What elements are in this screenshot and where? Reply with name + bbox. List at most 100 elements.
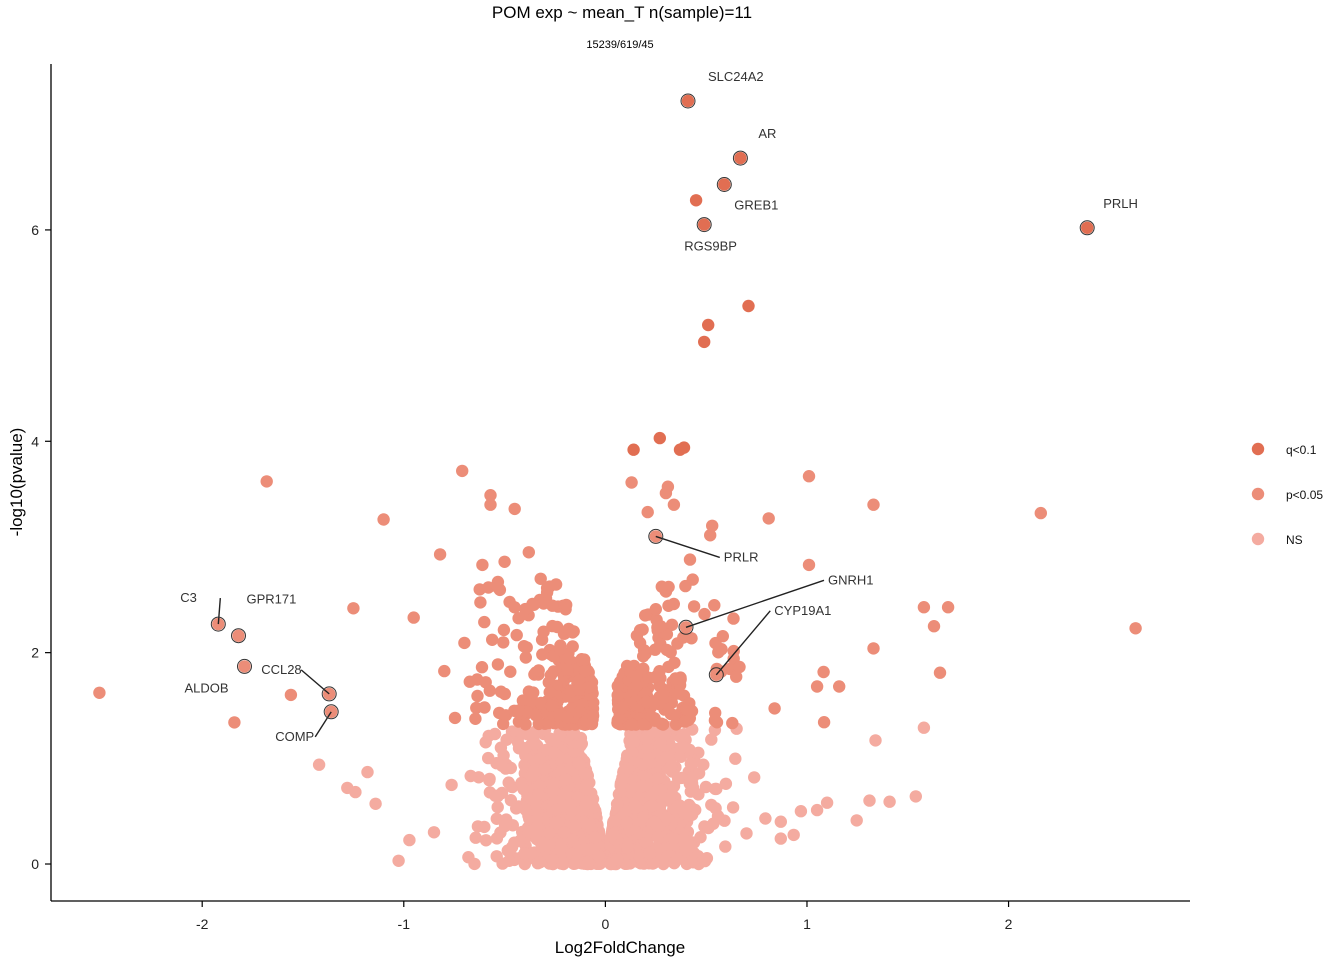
p005-point	[572, 683, 586, 696]
data-point	[349, 785, 362, 799]
data-point	[260, 475, 273, 488]
p005-point	[685, 704, 699, 718]
ns-point	[488, 727, 502, 741]
ns-point	[787, 828, 800, 842]
ns-point	[710, 782, 723, 796]
data-point	[627, 443, 640, 456]
p005-point	[578, 665, 592, 678]
points-layer	[93, 94, 1142, 845]
data-point	[641, 505, 654, 519]
data-point	[284, 688, 298, 702]
ns-point	[478, 820, 491, 834]
y-tick-label: 0	[31, 856, 39, 872]
ns-point	[494, 741, 508, 754]
ns-point	[580, 797, 593, 811]
data-point	[325, 705, 338, 718]
y-axis-title: -log10(pvalue)	[7, 428, 26, 537]
data-point	[917, 721, 931, 734]
ns-point	[678, 834, 691, 847]
ns-point	[483, 772, 496, 786]
p005-point	[483, 684, 496, 697]
ns-point	[592, 849, 605, 862]
p005-point	[727, 612, 740, 625]
p005-point	[504, 665, 517, 678]
x-tick-label: 2	[1005, 916, 1013, 932]
ns-point	[707, 817, 720, 830]
ns-point	[634, 780, 647, 793]
ns-point	[648, 815, 661, 829]
x-axis-ticks: -2 -1 0 1 2	[196, 901, 1013, 932]
data-point	[941, 601, 955, 614]
p005-point	[471, 689, 484, 703]
p005-point	[668, 709, 681, 722]
ns-point	[547, 746, 560, 759]
p005-point	[534, 696, 548, 710]
ns-point	[719, 777, 733, 790]
gene-label: ALDOB	[185, 680, 229, 695]
data-point	[810, 680, 824, 693]
highlight-ring	[210, 616, 226, 632]
ns-point	[658, 728, 672, 741]
ns-point	[503, 854, 516, 867]
data-point	[869, 734, 882, 747]
ns-point	[654, 783, 668, 797]
ns-point	[579, 781, 592, 795]
ns-point	[607, 827, 620, 841]
gene-label: GREB1	[734, 198, 778, 213]
p005-point	[536, 648, 549, 661]
legend-key	[1251, 487, 1265, 501]
p005-point	[561, 663, 574, 676]
ns-point	[678, 728, 691, 741]
label-leader-line	[685, 579, 825, 628]
ns-point	[667, 832, 680, 845]
x-tick-label: -1	[398, 916, 411, 932]
data-point	[93, 686, 106, 699]
data-point	[484, 498, 497, 511]
p005-point	[491, 658, 505, 671]
ns-point	[547, 784, 560, 797]
highlight-ring	[680, 93, 696, 109]
ns-point	[621, 840, 634, 854]
ns-point	[510, 802, 523, 815]
data-point	[498, 555, 511, 568]
p005-point	[712, 646, 725, 659]
ns-point	[518, 742, 531, 755]
ns-point	[532, 788, 545, 801]
y-tick-label: 4	[31, 433, 39, 449]
x-tick-label: -2	[196, 916, 209, 932]
ns-point	[611, 798, 624, 811]
legend-label: q<0.1	[1286, 443, 1317, 457]
highlight-ring	[708, 667, 724, 683]
p005-point	[698, 607, 711, 621]
data-point	[476, 558, 489, 572]
data-point	[1081, 221, 1094, 234]
p005-point	[708, 599, 721, 612]
p005-point	[817, 665, 830, 679]
data-point	[484, 489, 497, 502]
p005-point	[534, 572, 547, 585]
ns-point	[620, 816, 633, 829]
p005-point	[686, 573, 699, 586]
p005-point	[473, 583, 486, 596]
data-point	[1034, 506, 1048, 520]
p005-point	[448, 711, 462, 725]
highlight-ring	[323, 704, 339, 720]
p005-point	[498, 687, 511, 701]
data-point	[698, 335, 711, 349]
label-leader-line	[217, 598, 222, 625]
data-point	[762, 512, 775, 525]
ns-point	[555, 841, 568, 854]
ns-point	[719, 840, 732, 853]
data-point	[673, 443, 687, 456]
p005-point	[582, 681, 595, 694]
data-point	[369, 797, 382, 810]
p005-point	[463, 675, 476, 688]
p005-point	[537, 625, 550, 638]
data-point	[228, 716, 241, 729]
p005-point	[637, 650, 650, 663]
p005-point	[572, 674, 586, 687]
p005-point	[486, 633, 499, 646]
ns-point	[729, 752, 742, 765]
ns-point	[527, 766, 541, 779]
y-tick-label: 6	[31, 222, 39, 238]
